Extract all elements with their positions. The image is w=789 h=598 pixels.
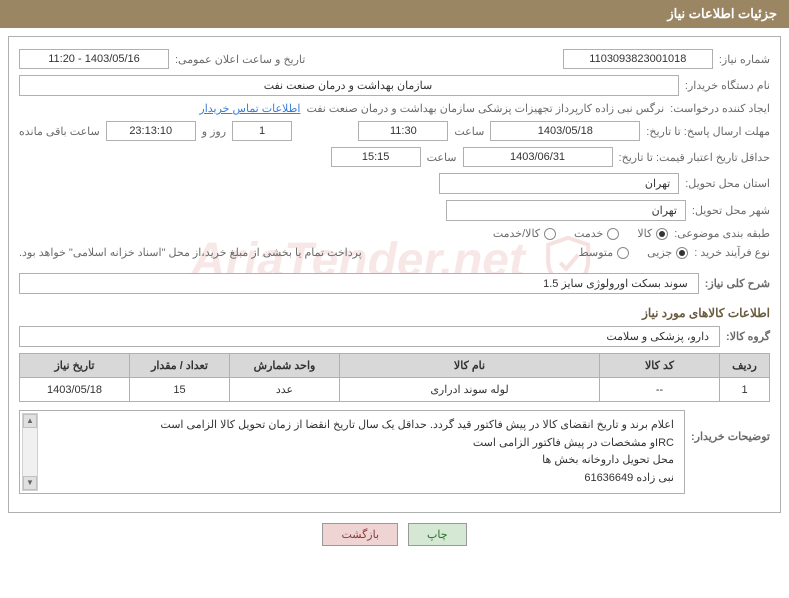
radio-goods-circle [656, 228, 668, 240]
buyer-org-value: سازمان بهداشت و درمان صنعت نفت [19, 75, 679, 96]
col-row: ردیف [720, 354, 770, 378]
category-radio-group: کالا خدمت کالا/خدمت [493, 227, 668, 240]
radio-service-circle [607, 228, 619, 240]
button-row: چاپ بازگشت [0, 523, 789, 546]
radio-medium[interactable]: متوسط [579, 246, 630, 259]
countdown: 23:13:10 [106, 121, 196, 141]
radio-goods[interactable]: کالا [637, 227, 668, 240]
buyer-notes-line3: محل تحویل داروخانه بخش ها [30, 452, 674, 470]
radio-medium-circle [617, 247, 629, 259]
buyer-notes-line2: IRCو مشخصات در پیش فاکتور الزامی است [30, 435, 674, 453]
col-code: کد کالا [600, 354, 720, 378]
scroll-up-icon[interactable]: ▲ [23, 414, 37, 428]
goods-group-value: دارو، پزشکی و سلامت [19, 326, 720, 347]
cell-date: 1403/05/18 [20, 378, 130, 402]
need-number-value: 1103093823001018 [563, 49, 713, 69]
buyer-notes-label: توضیحات خریدار: [691, 410, 770, 443]
radio-goods-label: کالا [637, 227, 652, 240]
city-label: شهر محل تحویل: [692, 204, 770, 217]
desc-value: سوند بسکت اورولوژی سایز 1.5 [19, 273, 699, 294]
scrollbar[interactable]: ▲ ▼ [22, 413, 38, 491]
category-label: طبقه بندی موضوعی: [674, 227, 770, 240]
goods-group-label: گروه کالا: [726, 330, 770, 343]
remaining-label: ساعت باقی مانده [19, 125, 100, 138]
buyer-contact-link[interactable]: اطلاعات تماس خریدار [199, 102, 300, 115]
print-button[interactable]: چاپ [408, 523, 467, 546]
cell-name: لوله سوند ادراری [340, 378, 600, 402]
province-label: استان محل تحویل: [685, 177, 770, 190]
days-and-label: روز و [202, 125, 226, 138]
col-name: نام کالا [340, 354, 600, 378]
creator-value: نرگس نبی زاده کارپرداز تجهیزات پزشکی ساز… [306, 102, 664, 115]
radio-goods-service-circle [544, 228, 556, 240]
time-label-2: ساعت [427, 151, 457, 164]
col-unit: واحد شمارش [230, 354, 340, 378]
validity-time: 15:15 [331, 147, 421, 167]
table-header-row: ردیف کد کالا نام کالا واحد شمارش تعداد /… [20, 354, 770, 378]
deadline-date: 1403/05/18 [490, 121, 640, 141]
radio-partial-circle [676, 247, 688, 259]
need-number-label: شماره نیاز: [719, 53, 770, 66]
buyer-notes-line4: نبی زاده 61636649 [30, 470, 674, 488]
announce-date-label: تاریخ و ساعت اعلان عمومی: [175, 53, 305, 66]
buyer-notes-box: اعلام برند و تاریخ انقضای کالا در پیش فا… [19, 410, 685, 494]
header-title: جزئیات اطلاعات نیاز [667, 6, 777, 21]
scroll-down-icon[interactable]: ▼ [23, 476, 37, 490]
validity-date: 1403/06/31 [463, 147, 613, 167]
main-panel: AriaTender.net شماره نیاز: 1103093823001… [8, 36, 781, 513]
cell-unit: عدد [230, 378, 340, 402]
buyer-notes-line1: اعلام برند و تاریخ انقضای کالا در پیش فا… [30, 417, 674, 435]
desc-label: شرح کلی نیاز: [705, 277, 770, 290]
time-label-1: ساعت [454, 125, 484, 138]
days-count: 1 [232, 121, 292, 141]
radio-service[interactable]: خدمت [574, 227, 619, 240]
cell-row: 1 [720, 378, 770, 402]
goods-section-title: اطلاعات کالاهای مورد نیاز [642, 306, 770, 320]
process-radio-group: جزیی متوسط [579, 246, 689, 259]
process-label: نوع فرآیند خرید : [694, 246, 770, 259]
cell-code: -- [600, 378, 720, 402]
province-value: تهران [439, 173, 679, 194]
radio-goods-service[interactable]: کالا/خدمت [493, 227, 556, 240]
payment-note: پرداخت تمام یا بخشی از مبلغ خرید،از محل … [19, 246, 362, 259]
deadline-time: 11:30 [358, 121, 448, 141]
validity-label: حداقل تاریخ اعتبار قیمت: تا تاریخ: [619, 151, 770, 164]
radio-partial-label: جزیی [647, 246, 672, 259]
city-value: تهران [446, 200, 686, 221]
cell-qty: 15 [130, 378, 230, 402]
buyer-org-label: نام دستگاه خریدار: [685, 79, 770, 92]
announce-date-value: 1403/05/16 - 11:20 [19, 49, 169, 69]
deadline-label: مهلت ارسال پاسخ: تا تاریخ: [646, 125, 770, 138]
radio-medium-label: متوسط [579, 246, 614, 259]
goods-table: ردیف کد کالا نام کالا واحد شمارش تعداد /… [19, 353, 770, 402]
creator-label: ایجاد کننده درخواست: [670, 102, 770, 115]
col-qty: تعداد / مقدار [130, 354, 230, 378]
col-date: تاریخ نیاز [20, 354, 130, 378]
radio-goods-service-label: کالا/خدمت [493, 227, 540, 240]
header-bar: جزئیات اطلاعات نیاز [0, 0, 789, 28]
radio-partial[interactable]: جزیی [647, 246, 688, 259]
radio-service-label: خدمت [574, 227, 603, 240]
back-button[interactable]: بازگشت [322, 523, 398, 546]
table-row: 1 -- لوله سوند ادراری عدد 15 1403/05/18 [20, 378, 770, 402]
